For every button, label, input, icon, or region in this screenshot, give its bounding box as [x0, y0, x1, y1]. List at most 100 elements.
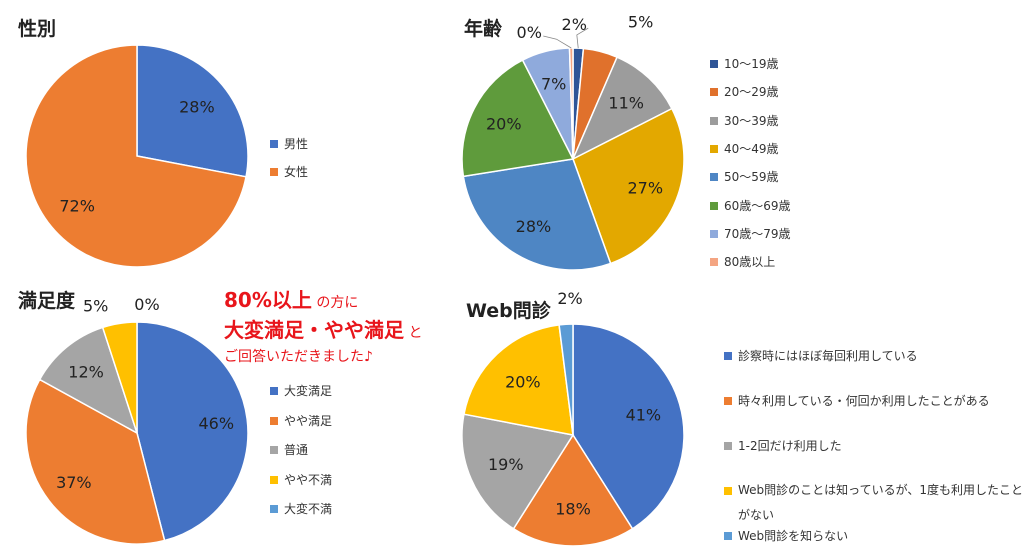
- chart-title-age: 年齢: [464, 18, 503, 40]
- note-highlight-80: 80%以上: [224, 288, 312, 312]
- data-label-age-6: 7%: [541, 75, 566, 94]
- legend-label: 時々利用している・何回か利用したことがある: [738, 394, 990, 408]
- chart-title-satisfaction: 満足度: [18, 290, 76, 312]
- data-label-age-7: 0%: [517, 23, 542, 42]
- data-label-web-2: 19%: [488, 455, 524, 474]
- note-line-2: 大変満足・やや満足 と: [224, 314, 422, 343]
- legend-item-gender-1: 女性: [270, 164, 308, 181]
- legend-item-age-1: 20～29歳: [710, 84, 779, 101]
- pie-slice-gender-0: [136, 44, 249, 178]
- legend-item-web-1: 時々利用している・何回か利用したことがある: [724, 393, 990, 410]
- legend-label: 10～19歳: [724, 57, 779, 71]
- legend-item-satisfaction-0: 大変満足: [270, 383, 332, 400]
- note-line-2-rest: と: [404, 325, 423, 341]
- pie-slice-satisfaction-2: [38, 326, 139, 435]
- legend-swatch: [270, 416, 278, 425]
- legend-swatch: [724, 532, 732, 540]
- legend-swatch: [270, 446, 278, 454]
- pie-slice-web-4: [558, 323, 574, 436]
- legend-swatch: [270, 505, 278, 513]
- legend-item-web-2: 1-2回だけ利用した: [724, 438, 842, 455]
- data-label-web-1: 18%: [555, 499, 591, 518]
- legend-label: 20～29歳: [724, 85, 779, 100]
- legend-label: 80歳以上: [724, 255, 776, 270]
- pie-slice-web-3: [463, 324, 574, 436]
- legend-label: 30～39歳: [724, 113, 779, 128]
- legend-item-age-6: 70歳～79歳: [710, 226, 791, 243]
- legend-label: Web問診のことは知っているが、1度も利用したことがない: [738, 483, 1023, 522]
- note-line-3: ご回答いただきました♪: [224, 349, 373, 365]
- legend-item-age-3: 40～49歳: [710, 141, 779, 158]
- note-line-1: 80%以上 の方に: [224, 284, 358, 313]
- legend-swatch: [710, 201, 718, 210]
- legend-swatch: [724, 487, 732, 495]
- data-label-web-0: 41%: [626, 406, 662, 425]
- legend-label: 60歳～69歳: [724, 198, 791, 213]
- legend-label: 女性: [284, 165, 309, 179]
- legend-swatch: [710, 173, 718, 182]
- legend-item-satisfaction-4: 大変不満: [270, 501, 332, 518]
- legend-label: やや不満: [284, 472, 333, 487]
- pie-slice-web-1: [512, 433, 634, 547]
- pie-slice-age-4: [462, 158, 612, 271]
- legend-item-web-0: 診察時にはほぼ毎回利用している: [724, 348, 918, 365]
- chart-title-gender: 性別: [18, 18, 57, 40]
- pie-slice-satisfaction-1: [25, 378, 166, 545]
- data-label-satisfaction-2: 12%: [68, 362, 104, 381]
- legend-item-age-2: 30～39歳: [710, 113, 779, 130]
- legend-label: 診察時にはほぼ毎回利用している: [738, 349, 918, 363]
- pie-slice-age-5: [461, 59, 575, 178]
- pie-slice-web-2: [461, 413, 575, 530]
- legend-label: やや満足: [284, 413, 333, 428]
- legend-swatch: [270, 475, 278, 484]
- legend-label: Web問診を知らない: [738, 529, 849, 543]
- pie-slice-satisfaction-0: [136, 321, 249, 542]
- legend-label: 普通: [284, 443, 309, 457]
- pie-slice-gender-1: [25, 44, 247, 268]
- data-label-satisfaction-3: 5%: [83, 296, 108, 315]
- pie-chart-satisfaction: 46% 37% 12% 5% 0%: [25, 295, 249, 545]
- data-label-gender-0: 28%: [179, 97, 215, 116]
- chart-title-web: Web問診: [466, 300, 551, 322]
- legend-swatch: [710, 258, 718, 267]
- legend-item-age-7: 80歳以上: [710, 254, 775, 271]
- legend-item-web-3: Web問診のことは知っているが、1度も利用したことがない: [724, 483, 1023, 528]
- legend-item-age-4: 50～59歳: [710, 169, 779, 186]
- legend-label: 40～49歳: [724, 141, 779, 156]
- pie-chart-gender: 28% 72%: [25, 44, 249, 268]
- legend-label: 男性: [284, 137, 309, 151]
- legend-swatch: [270, 140, 278, 148]
- data-label-age-4: 28%: [516, 217, 552, 236]
- data-label-age-1: 5%: [628, 12, 653, 31]
- note-line-1-rest: の方に: [311, 295, 359, 311]
- legend-item-satisfaction-3: やや不満: [270, 472, 332, 489]
- legend-swatch: [270, 168, 278, 176]
- legend-swatch: [710, 88, 718, 97]
- pie-chart-web: 41% 18% 19% 20% 2%: [461, 289, 685, 547]
- pie-slice-satisfaction-3: [101, 321, 138, 434]
- legend-label: 大変満足: [284, 384, 333, 398]
- leader-line-age-0: [576, 27, 589, 49]
- legend-item-gender-0: 男性: [270, 136, 308, 153]
- legend-swatch: [724, 352, 732, 360]
- data-label-satisfaction-4: 0%: [134, 295, 159, 314]
- leader-line-age-7: [543, 35, 572, 49]
- data-label-age-3: 27%: [627, 179, 663, 198]
- legend-swatch: [710, 116, 718, 125]
- pie-slice-age-3: [572, 107, 685, 265]
- data-label-web-3: 20%: [505, 373, 541, 392]
- legend-swatch: [710, 229, 718, 238]
- legend-swatch: [710, 60, 718, 68]
- data-label-satisfaction-0: 46%: [199, 414, 235, 433]
- legend-swatch: [724, 397, 732, 405]
- pie-slice-age-2: [571, 56, 673, 161]
- data-label-age-2: 11%: [608, 93, 644, 112]
- legend-label: 1-2回だけ利用した: [738, 439, 842, 453]
- data-label-gender-1: 72%: [59, 197, 95, 216]
- legend-item-age-0: 10～19歳: [710, 56, 779, 73]
- data-label-age-0: 2%: [562, 15, 587, 34]
- legend-label: 50～59歳: [724, 170, 779, 185]
- legend-swatch: [724, 442, 732, 450]
- legend-item-web-4: Web問診を知らない: [724, 528, 848, 545]
- data-label-satisfaction-1: 37%: [56, 473, 92, 492]
